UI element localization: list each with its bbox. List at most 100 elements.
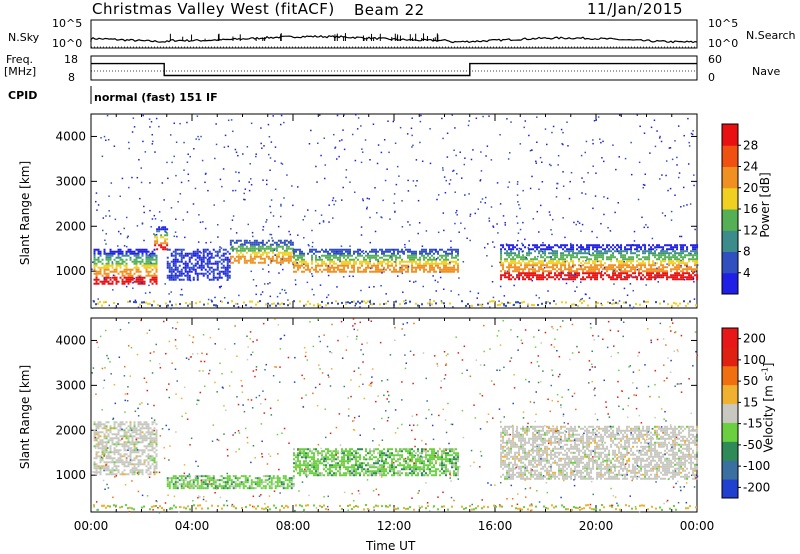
power-cell [648, 250, 651, 253]
velocity-cell [127, 473, 130, 476]
velocity-cell [155, 461, 158, 464]
power-cell [166, 234, 169, 237]
velocity-cell [117, 437, 120, 440]
velocity-cell [155, 467, 158, 470]
power-cell [600, 252, 603, 255]
power-cell [184, 252, 187, 255]
velocity-cell [244, 477, 247, 480]
power-ground-cell [139, 303, 141, 306]
power-cell [214, 254, 217, 257]
power-speck [280, 162, 283, 164]
power-cell [654, 274, 657, 277]
power-cell [109, 278, 112, 281]
power-speck [369, 303, 372, 305]
velocity-cell [274, 485, 277, 488]
velocity-cell [109, 445, 112, 448]
power-cell [178, 278, 181, 281]
power-cell [383, 258, 385, 261]
power-cell [562, 244, 565, 247]
power-speck [232, 189, 234, 192]
power-speck [599, 138, 601, 140]
power-speck [539, 204, 542, 207]
power-cell [536, 276, 539, 279]
power-cell [554, 272, 557, 275]
power-cell [433, 262, 435, 265]
power-speck [297, 234, 299, 236]
power-ground-cell [169, 300, 171, 303]
power-cell [540, 256, 543, 259]
power-cell [160, 242, 163, 245]
velocity-cell [147, 461, 150, 464]
velocity-cell [242, 483, 245, 486]
power-speck [191, 268, 193, 271]
power-ground-cell [319, 304, 321, 307]
nave-tick-top: 60 [708, 53, 722, 66]
power-cell [556, 260, 559, 263]
power-cell [224, 258, 227, 261]
power-cell [315, 264, 317, 267]
power-cell [331, 248, 333, 251]
power-cell [200, 268, 203, 271]
power-cell [582, 268, 585, 271]
power-cell [137, 252, 140, 255]
velocity-cell [260, 479, 263, 482]
power-cell [263, 257, 266, 260]
velocity-cell [107, 421, 110, 424]
power-speck [353, 191, 356, 194]
velocity-cell [117, 439, 120, 442]
velocity-cell [198, 487, 201, 490]
power-cell [315, 248, 317, 251]
power-cell [550, 272, 553, 275]
power-cell [263, 261, 266, 264]
power-cell [642, 260, 645, 263]
power-cell [113, 278, 116, 281]
power-speck [393, 202, 395, 204]
power-speck [267, 283, 269, 285]
power-cell [451, 254, 453, 257]
power-speck [219, 178, 222, 181]
power-speck [175, 174, 177, 177]
power-speck [531, 279, 534, 282]
power-speck [333, 133, 335, 136]
power-cell [345, 248, 347, 251]
power-cell [218, 256, 221, 259]
power-cell [125, 258, 128, 261]
power-cell [502, 244, 505, 247]
velocity-cell [105, 457, 108, 460]
power-speck [600, 222, 602, 225]
power-cell [616, 278, 619, 281]
velocity-cell [119, 421, 122, 424]
power-cell [239, 243, 242, 246]
power-cell [439, 254, 441, 257]
power-cell [379, 260, 381, 263]
velocity-cell [276, 481, 279, 484]
velocity-cell [192, 485, 195, 488]
power-cell [216, 272, 219, 275]
power-speck [204, 227, 207, 230]
power-speck [420, 114, 422, 117]
power-cell [510, 274, 513, 277]
power-cell [399, 260, 401, 263]
power-cell [576, 254, 579, 257]
power-cell [644, 246, 647, 249]
power-ground-cell [671, 304, 673, 307]
velocity-cell [121, 445, 124, 448]
power-cell [164, 246, 167, 249]
velocity-cell [117, 425, 120, 428]
power-cell [592, 274, 595, 277]
power-cell [153, 258, 156, 261]
power-speck [570, 274, 573, 276]
power-speck [183, 141, 185, 144]
velocity-cell [299, 450, 301, 453]
power-panel-ytick-label: 4000 [55, 129, 86, 143]
power-cell [285, 243, 288, 246]
power-cell [206, 270, 209, 273]
power-cell [303, 252, 305, 255]
power-cell [514, 258, 517, 261]
power-cell [616, 266, 619, 269]
velocity-cell [155, 453, 158, 456]
power-cell [208, 278, 211, 281]
power-cell [349, 248, 351, 251]
power-speck [661, 249, 663, 251]
power-speck [318, 256, 321, 258]
